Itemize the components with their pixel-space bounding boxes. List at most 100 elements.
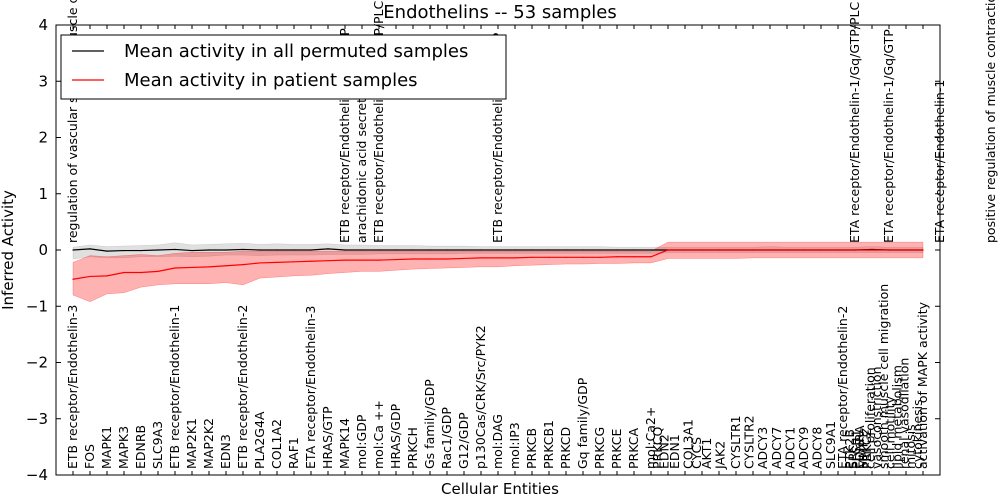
data-point-permuted	[157, 249, 159, 251]
entity-label: PRKCA	[626, 428, 641, 469]
data-point-patient	[140, 271, 142, 274]
entity-label: ETB receptor/Endothelin-3	[65, 305, 80, 469]
data-point-patient	[599, 256, 601, 258]
data-point-permuted	[531, 249, 533, 251]
data-point-permuted	[259, 249, 261, 251]
entity-label: ETB receptor/Endothelin-2	[235, 305, 250, 469]
entity-label: EDN3	[218, 434, 233, 469]
data-point-patient	[378, 259, 380, 261]
data-point-patient	[412, 258, 414, 260]
data-point-patient	[565, 256, 567, 258]
data-point-permuted	[412, 249, 414, 251]
entity-label: ADCY3	[755, 427, 770, 469]
entity-label: PRKCE	[609, 429, 624, 469]
data-point-patient	[514, 257, 516, 259]
entity-label: ETA receptor/Endothelin-3	[303, 306, 318, 469]
entity-label: G12/GDP	[456, 412, 471, 469]
entity-label-top: positive regulation of muscle contractio…	[983, 0, 998, 243]
entity-label: SLC9A3	[150, 421, 165, 469]
data-point-patient	[123, 271, 125, 274]
entity-label: PRKCB1	[541, 420, 556, 469]
data-point-permuted	[72, 249, 74, 251]
entity-label: PRKCQ	[650, 427, 665, 469]
entity-label: Gs family/GDP	[422, 379, 437, 469]
data-point-patient	[327, 260, 329, 262]
entity-label: cytokinesis	[910, 399, 925, 469]
entity-label: Gq family/GDP	[575, 377, 590, 469]
entity-label: cell proliferation	[862, 367, 877, 469]
entity-label: ADCY8	[810, 427, 825, 469]
chart-title: Endothelins -- 53 samples	[383, 2, 616, 23]
data-point-patient	[718, 249, 720, 251]
y-tick-label: 0	[38, 241, 48, 259]
data-point-patient	[174, 267, 176, 269]
data-point-patient	[820, 249, 822, 251]
data-point-patient	[701, 249, 703, 251]
data-point-permuted	[565, 249, 567, 251]
entity-label: EDNRA	[852, 425, 867, 469]
data-point-patient	[854, 249, 856, 251]
data-point-patient	[582, 256, 584, 258]
entity-label: mol:IP3	[507, 422, 522, 469]
data-point-permuted	[633, 249, 635, 251]
y-tick-label: −2	[26, 354, 48, 372]
entity-label: EDN2	[657, 434, 672, 469]
data-point-permuted	[378, 249, 380, 251]
data-point-permuted	[225, 249, 227, 251]
data-point-patient	[769, 249, 771, 251]
entity-label-top: ETA receptor/Endothelin-1/Gq/GTP	[881, 29, 896, 243]
data-point-permuted	[310, 249, 312, 251]
entity-label: PRKCB	[524, 428, 539, 469]
y-tick-label: −1	[26, 297, 48, 315]
legend-label-permuted: Mean activity in all permuted samples	[124, 41, 468, 62]
entity-label: MAPK3	[116, 426, 131, 469]
data-point-patient	[667, 249, 669, 251]
data-point-patient	[259, 262, 261, 264]
y-axis: −4 −3 −2 −1 0 1 2 3 4	[26, 16, 940, 484]
entity-label: ADCY7	[769, 427, 784, 469]
data-point-patient	[395, 258, 397, 261]
entity-label: PLA2G4A	[252, 411, 267, 469]
data-point-patient	[225, 265, 227, 267]
entity-label: SRC	[845, 444, 860, 469]
entity-label: MAP2K2	[201, 418, 216, 469]
data-point-permuted	[191, 249, 193, 252]
data-point-permuted	[616, 249, 618, 251]
data-point-permuted	[327, 248, 329, 250]
legend: Mean activity in all permuted samples Me…	[60, 34, 507, 100]
entity-label: lipid metabolism	[890, 365, 905, 469]
data-point-patient	[616, 256, 618, 258]
entity-label: mol:Ca ++	[371, 400, 386, 469]
entity-label: RAF1	[286, 437, 301, 469]
data-point-permuted	[514, 249, 516, 251]
data-point-patient	[497, 257, 499, 259]
entity-label: mol:Ca2+	[643, 407, 658, 469]
band-patient	[72, 241, 924, 303]
data-point-permuted	[293, 249, 295, 251]
data-point-permuted	[361, 249, 363, 251]
data-point-patient	[735, 249, 737, 251]
data-point-patient	[922, 249, 924, 251]
entity-label: cell motility	[883, 395, 898, 469]
data-point-patient	[633, 256, 635, 258]
entity-label: ADCY9	[796, 427, 811, 469]
entity-label: PRKCD	[558, 427, 573, 469]
data-point-permuted	[497, 249, 499, 251]
data-point-patient	[276, 261, 278, 263]
entity-label: PLCB1	[849, 429, 864, 469]
data-point-patient	[191, 266, 193, 269]
data-point-patient	[344, 259, 346, 261]
data-point-patient	[72, 278, 74, 280]
entity-label: MAP2K1	[184, 418, 199, 469]
entity-label: renal vasodilation	[896, 358, 911, 469]
y-tick-label: 1	[38, 185, 48, 203]
legend-label-patient: Mean activity in patient samples	[124, 70, 418, 91]
data-point-permuted	[480, 249, 482, 251]
data-point-patient	[548, 256, 550, 258]
legend-box	[60, 34, 507, 100]
x-axis-label: Cellular Entities	[441, 480, 559, 498]
entity-label: MMP1	[856, 432, 871, 469]
data-point-patient	[837, 249, 839, 251]
entity-label: CYCS	[689, 437, 704, 469]
